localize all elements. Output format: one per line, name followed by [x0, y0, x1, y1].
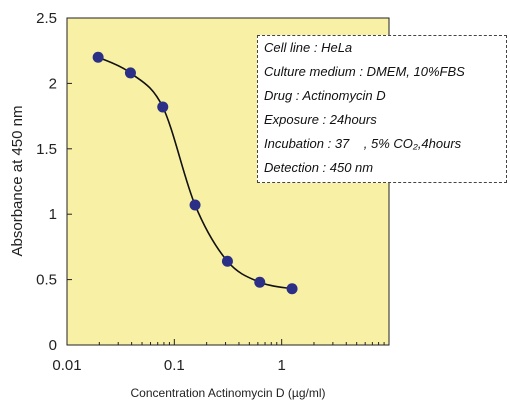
annotation-drug: Drug : Actinomycin D [264, 88, 386, 103]
annotation-detection: Detection : 450 nm [264, 160, 374, 175]
data-point [254, 276, 266, 288]
x-tick-label: 0.1 [164, 357, 185, 374]
data-points [92, 51, 298, 295]
x-axis-ticks: 0.01 0.1 1 [52, 339, 385, 374]
experiment-info-box: Cell line : HeLa Culture medium : DMEM, … [257, 35, 507, 183]
y-axis-title: Absorbance at 450 nm [9, 106, 26, 257]
data-point [189, 199, 201, 211]
data-point [92, 51, 104, 63]
data-point [286, 283, 298, 295]
data-point [157, 101, 169, 113]
y-tick-label: 2 [49, 75, 57, 92]
data-point [124, 67, 136, 79]
annotation-incubation: Incubation : 37 , 5% CO₂,4hours [264, 136, 462, 151]
annotation-exposure: Exposure : 24hours [264, 112, 377, 127]
x-tick-label: 0.01 [52, 357, 81, 374]
y-tick-label: 2.5 [36, 10, 57, 27]
annotation-culture-medium: Culture medium : DMEM, 10%FBS [264, 64, 465, 79]
y-axis-ticks: 0 0.5 1 1.5 2 2.5 [36, 10, 72, 354]
x-axis-title: Concentration Actinomycin D (µg/ml) [131, 386, 326, 400]
x-tick-label: 1 [277, 357, 285, 374]
data-point [221, 255, 233, 267]
y-tick-label: 0.5 [36, 272, 57, 289]
y-tick-label: 1 [49, 206, 57, 223]
y-tick-label: 1.5 [36, 141, 57, 158]
y-tick-label: 0 [49, 337, 57, 354]
annotation-cell-line: Cell line : HeLa [264, 40, 353, 55]
